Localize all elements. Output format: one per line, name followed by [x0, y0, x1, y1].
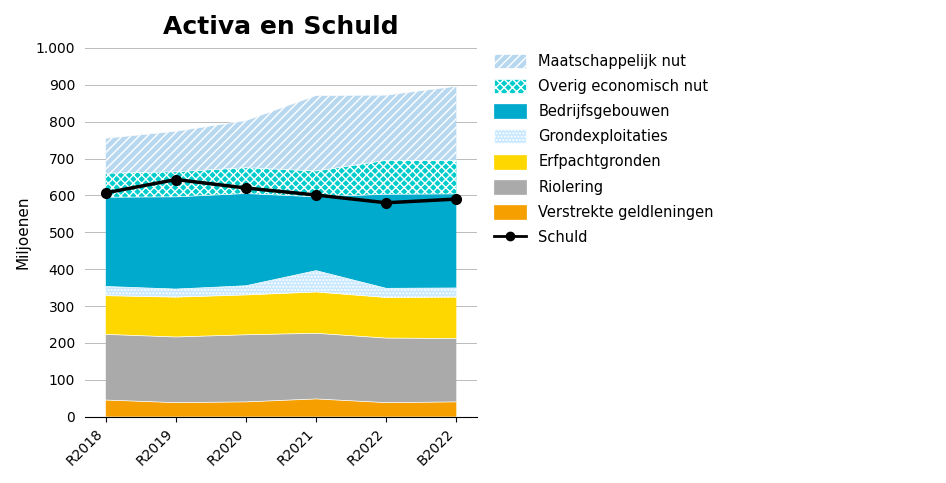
- Y-axis label: Miljoenen: Miljoenen: [15, 196, 30, 269]
- Title: Activa en Schuld: Activa en Schuld: [164, 15, 399, 39]
- Legend: Maatschappelijk nut, Overig economisch nut, Bedrijfsgebouwen, Grondexploitaties,: Maatschappelijk nut, Overig economisch n…: [488, 48, 720, 251]
